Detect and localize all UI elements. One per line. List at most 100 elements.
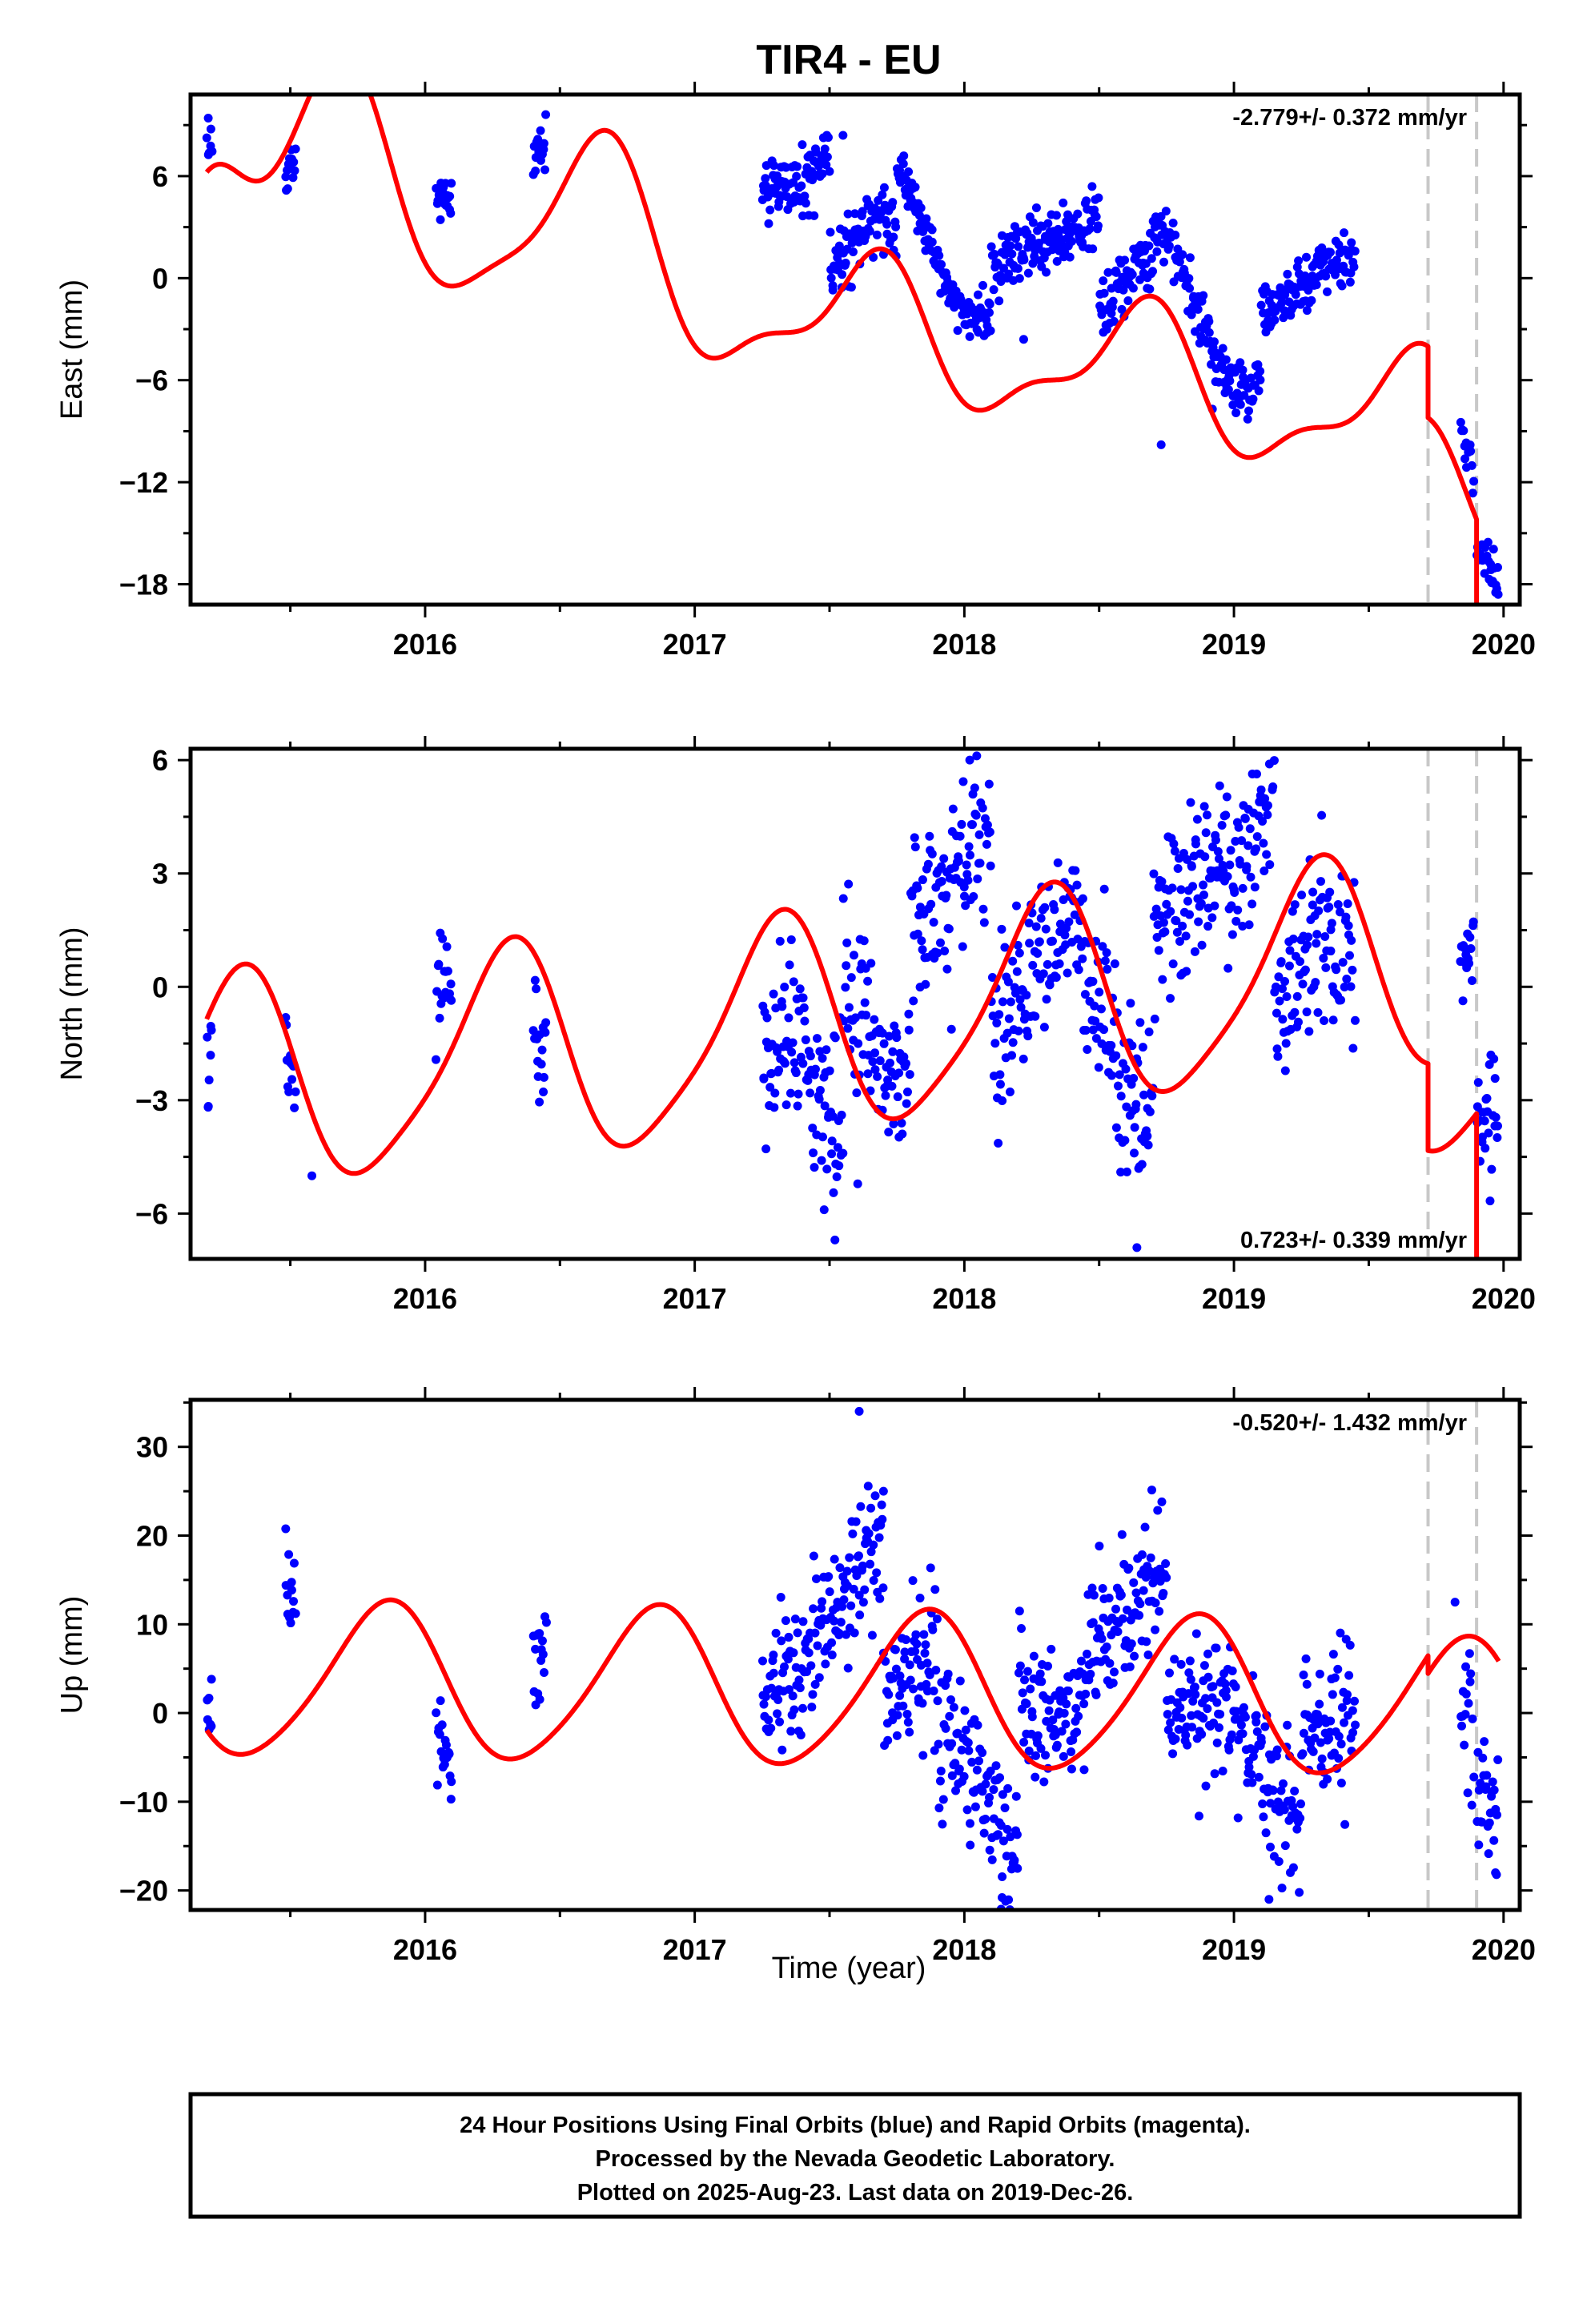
north-x-tick-label: 2019 <box>1202 1282 1266 1315</box>
up-data-point <box>1140 1522 1150 1532</box>
east-data-point <box>1256 366 1265 376</box>
up-data-point <box>1026 1684 1035 1694</box>
up-data-point <box>987 1855 997 1864</box>
north-data-point <box>854 1039 863 1048</box>
east-data-point <box>1277 297 1287 307</box>
north-data-point <box>1490 1074 1500 1084</box>
north-data-point <box>842 961 851 971</box>
north-data-point <box>1280 1066 1290 1076</box>
up-data-point <box>1166 1718 1175 1727</box>
up-y-tick-label: 30 <box>136 1431 168 1464</box>
up-data-point <box>935 1776 945 1786</box>
up-data-point <box>788 1691 798 1701</box>
up-data-point <box>1268 1786 1278 1795</box>
up-data-point <box>1047 1644 1056 1654</box>
north-data-point <box>775 936 785 946</box>
north-panel: 2016 2017 2018 2019 2020 6 3 0 −3 −6 North (mm) 0.7… <box>55 736 1536 1315</box>
east-data-point <box>1171 230 1180 239</box>
north-data-point <box>1137 1160 1147 1169</box>
north-data-point <box>1263 801 1272 810</box>
up-data-point <box>834 1629 844 1638</box>
up-data-point <box>1036 1743 1046 1753</box>
north-data-point <box>985 827 994 837</box>
north-data-point <box>809 1148 818 1158</box>
up-data-point <box>1461 1689 1471 1699</box>
up-data-point <box>910 1647 920 1656</box>
north-data-point <box>1102 948 1111 958</box>
north-data-point <box>1160 927 1170 937</box>
up-data-point <box>827 1638 837 1647</box>
east-data-point <box>1489 545 1498 554</box>
north-data-point <box>1262 850 1272 859</box>
east-data-point <box>1168 218 1178 227</box>
north-y-tick-label: 6 <box>152 744 168 777</box>
north-data-point <box>1263 810 1272 819</box>
up-data-point <box>1296 1813 1305 1823</box>
up-data-point <box>877 1500 886 1510</box>
up-data-point <box>962 1805 972 1815</box>
north-data-point <box>1240 814 1250 823</box>
north-data-point <box>800 1016 810 1026</box>
up-data-point <box>1236 1720 1246 1730</box>
up-data-point <box>854 1551 863 1561</box>
north-data-point <box>1246 872 1256 882</box>
north-data-point <box>1110 959 1119 969</box>
east-data-point <box>291 144 300 154</box>
up-data-point <box>957 1745 966 1755</box>
north-data-point <box>893 1092 902 1102</box>
up-data-point <box>1474 1840 1484 1850</box>
up-data-point <box>1044 1706 1054 1715</box>
up-data-point <box>1072 1727 1082 1737</box>
east-data-point <box>1456 417 1465 427</box>
north-data-point <box>1484 1128 1493 1138</box>
north-data-point <box>844 1003 854 1012</box>
north-data-point <box>1088 1025 1098 1035</box>
up-data-point <box>769 1651 778 1660</box>
north-data-point <box>1341 912 1351 922</box>
up-data-point <box>1247 1770 1256 1779</box>
north-data-point <box>994 1010 1004 1019</box>
north-data-point <box>1332 965 1341 975</box>
north-data-point <box>984 779 994 789</box>
east-data-point <box>818 169 827 179</box>
east-data-point <box>1099 288 1109 298</box>
north-data-point <box>1223 872 1232 882</box>
up-data-point <box>1315 1669 1324 1679</box>
north-data-point <box>1159 918 1168 927</box>
north-data-point <box>203 1032 212 1042</box>
north-data-point <box>1320 1016 1329 1026</box>
up-data-point <box>854 1590 864 1600</box>
north-data-point <box>1175 937 1184 947</box>
east-data-point <box>1119 285 1128 295</box>
east-data-point <box>1307 296 1316 305</box>
up-data-point <box>1457 1721 1467 1731</box>
east-data-point <box>1127 270 1137 279</box>
up-data-point <box>932 1614 942 1624</box>
north-data-point <box>1256 785 1266 794</box>
north-data-point <box>1166 994 1175 1003</box>
up-data-point <box>1260 1722 1270 1731</box>
north-y-tick-label: 0 <box>152 971 168 1003</box>
east-data-point <box>937 259 946 269</box>
north-data-point <box>1482 1094 1492 1104</box>
east-data-point <box>436 215 445 224</box>
up-data-point <box>1468 1714 1477 1723</box>
east-data-point <box>889 232 898 242</box>
up-data-point <box>966 1840 975 1850</box>
east-data-point <box>994 296 1004 306</box>
up-data-point <box>906 1675 915 1685</box>
up-data-point <box>759 1699 769 1709</box>
up-data-point <box>943 1669 953 1679</box>
up-data-point <box>1043 1662 1053 1671</box>
up-data-point <box>1155 1606 1164 1616</box>
north-data-point <box>1031 1011 1040 1021</box>
east-data-point <box>281 172 291 182</box>
north-data-point <box>1151 904 1161 914</box>
north-data-point <box>1493 1121 1502 1131</box>
east-data-point <box>820 144 830 154</box>
north-data-point <box>773 1047 782 1056</box>
north-data-point <box>1485 1196 1495 1206</box>
east-data-point <box>1091 212 1101 222</box>
up-y-axis-label: Up (mm) <box>55 1596 89 1715</box>
up-data-point <box>535 1629 544 1638</box>
